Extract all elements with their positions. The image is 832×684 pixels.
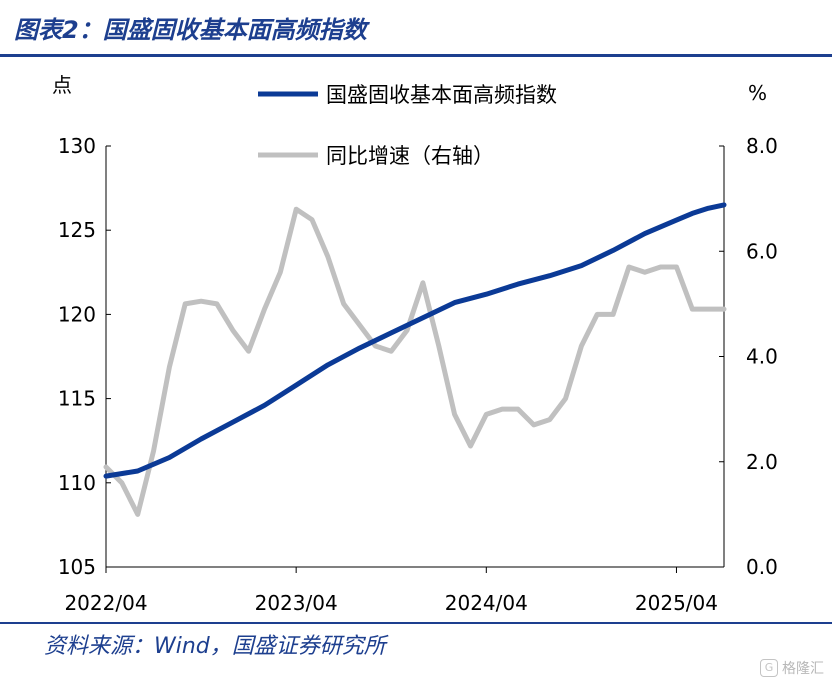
left-tick-label: 120 — [58, 302, 96, 326]
index-line — [103, 202, 727, 479]
left-tick-label: 110 — [58, 471, 96, 495]
right-axis-unit: % — [748, 81, 767, 105]
legend-item-index-label: 国盛固收基本面高频指数 — [326, 83, 557, 107]
left-tick-label: 105 — [58, 555, 96, 579]
left-tick-label: 125 — [58, 218, 96, 242]
line-chart: 130 125 120 115 110 105 8.0 6.0 4.0 2.0 0.0 2022/04… — [52, 73, 778, 615]
legend-item-yoy-label: 同比增速（右轴） — [326, 144, 494, 168]
source-note: 资料来源：Wind，国盛证券研究所 — [44, 634, 386, 659]
right-tick-label: 8.0 — [746, 134, 778, 158]
x-tick-label: 2025/04 — [635, 591, 718, 615]
watermark-logo-icon: G — [760, 659, 778, 677]
left-axis-unit: 点 — [52, 73, 72, 97]
left-tick-label: 130 — [58, 134, 96, 158]
source-rule — [0, 622, 832, 624]
x-tick-label: 2023/04 — [255, 591, 338, 615]
left-tick-label: 115 — [58, 387, 96, 411]
title-rule — [0, 54, 832, 57]
right-tick-label: 2.0 — [746, 450, 778, 474]
x-tick-label: 2022/04 — [64, 591, 147, 615]
right-tick-label: 0.0 — [746, 555, 778, 579]
x-tick-label: 2024/04 — [445, 591, 528, 615]
yoy-growth-line — [103, 206, 727, 517]
figure-title: 图表2：国盛固收基本面高频指数 — [14, 16, 367, 44]
chart-series — [103, 202, 727, 517]
right-tick-label: 6.0 — [746, 239, 778, 263]
watermark-text: 格隆汇 — [782, 661, 824, 677]
right-tick-label: 4.0 — [746, 345, 778, 369]
watermark: G 格隆汇 — [760, 658, 824, 678]
chart-axes: 130 125 120 115 110 105 8.0 6.0 4.0 2.0 0.0 2022/04… — [58, 134, 778, 615]
